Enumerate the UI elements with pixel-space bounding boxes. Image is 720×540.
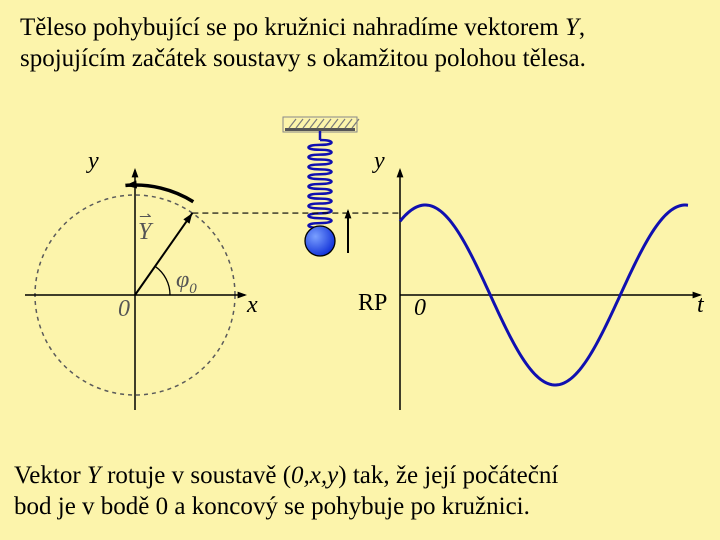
outro-text: Vektor Y rotuje v soustavě (0,x,y) tak, … xyxy=(14,460,706,523)
label-vector-Y: ⇀ Y xyxy=(138,219,151,246)
label-zero-left: 0 xyxy=(118,296,130,323)
label-x-left: x xyxy=(247,292,258,319)
label-RP: RP xyxy=(358,290,387,317)
label-y-right: y xyxy=(374,148,385,175)
diagram-area: y x 0 ⇀ Y φ0 y 0 t RP xyxy=(0,100,720,430)
intro-text: Těleso pohybující se po kružnici nahradí… xyxy=(20,12,700,75)
label-t-right: t xyxy=(697,292,704,319)
label-zero-right: 0 xyxy=(414,295,426,322)
label-y-left: y xyxy=(88,148,99,175)
label-phi0: φ0 xyxy=(176,267,197,298)
diagram-svg xyxy=(0,100,720,430)
